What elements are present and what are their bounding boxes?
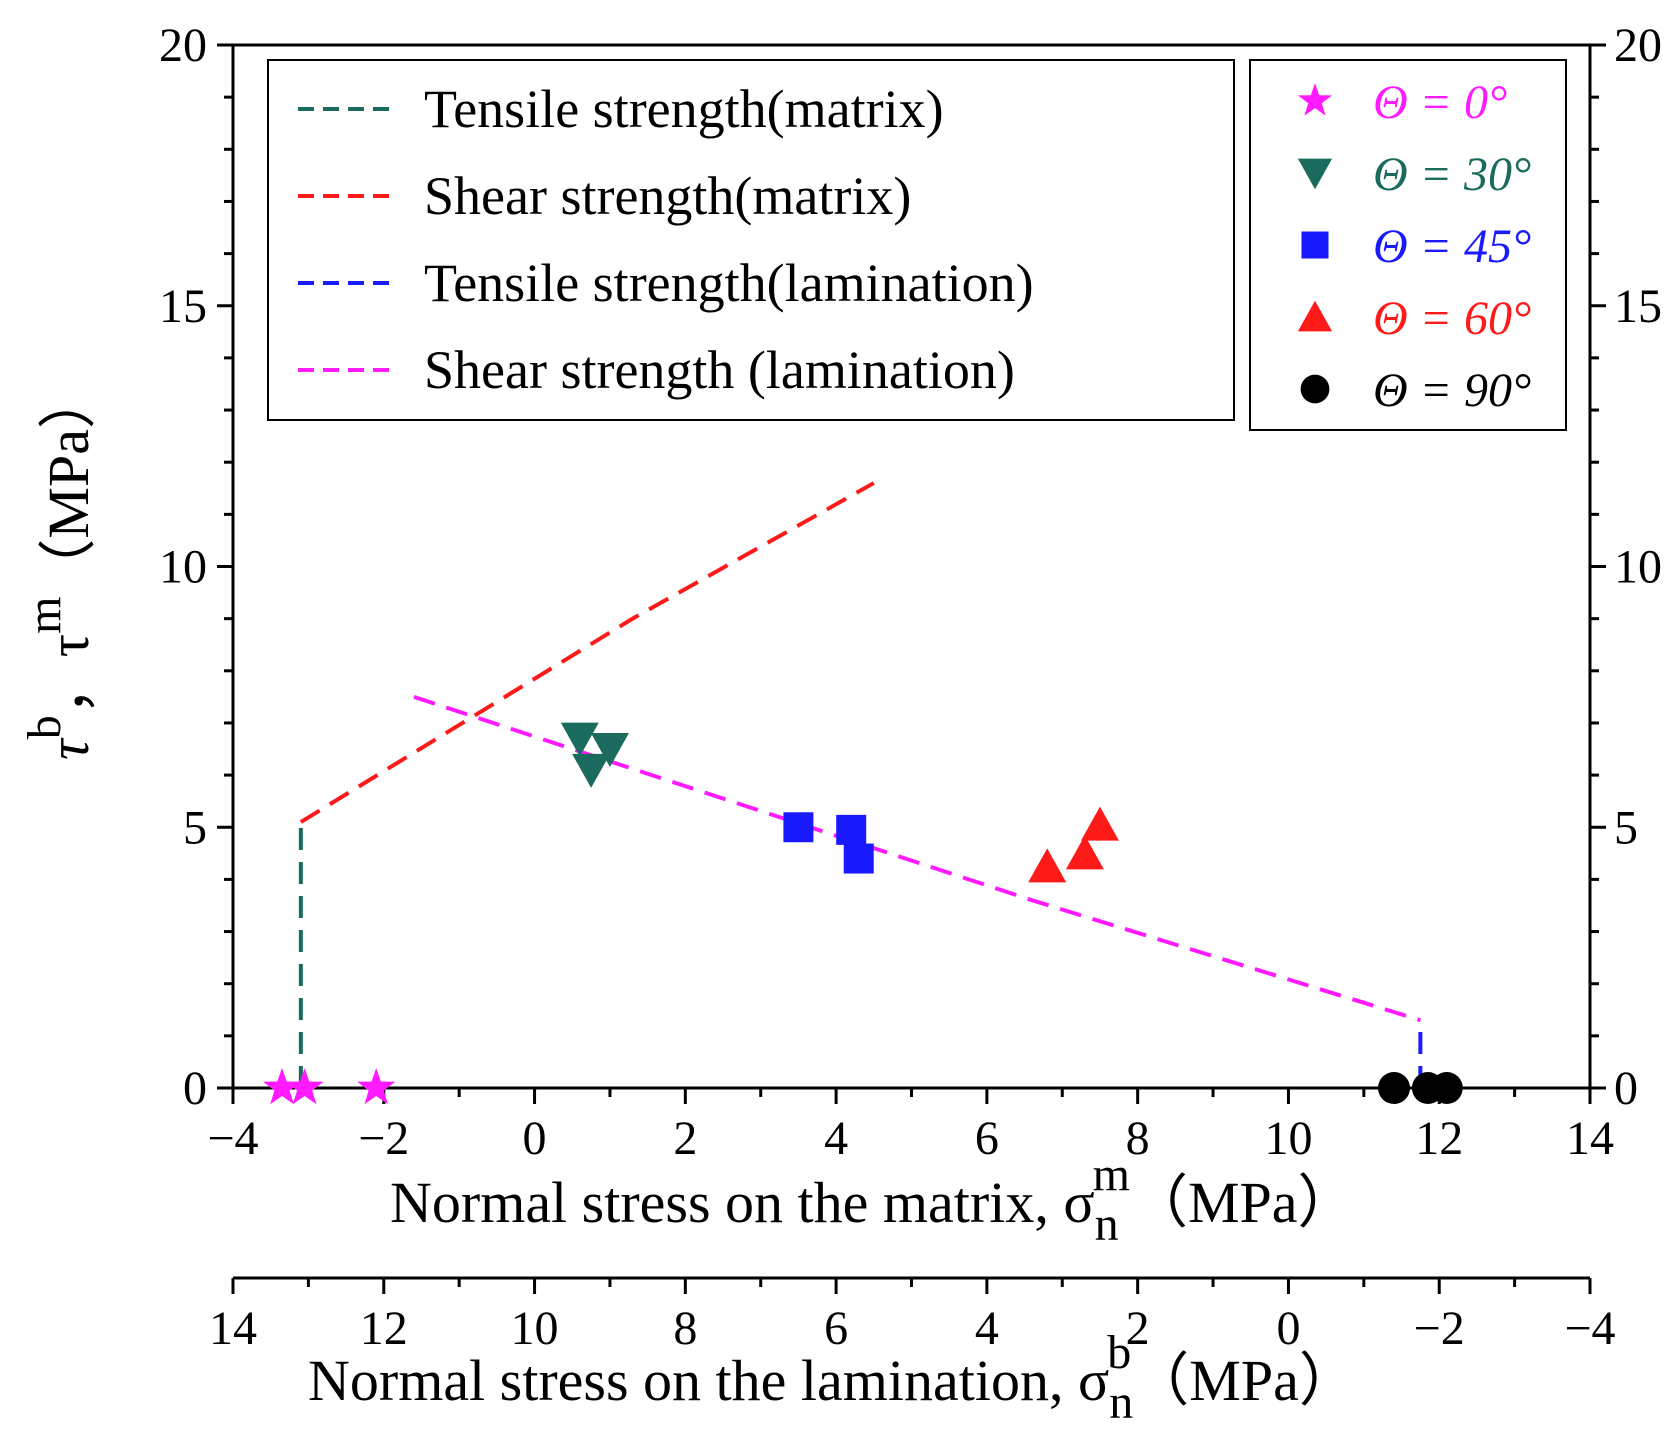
legend-marker-label: Θ = 45° xyxy=(1373,220,1531,273)
x-secondary-sub: n xyxy=(1109,1376,1133,1429)
legend-line-label: Shear strength (lamination) xyxy=(424,340,1015,400)
strength-line xyxy=(413,694,1421,1023)
x2-tick-label: 14 xyxy=(209,1302,257,1355)
data-markers xyxy=(263,722,1463,1105)
data-point-square xyxy=(843,843,874,874)
x-secondary-label: Normal stress on the lamination, xyxy=(308,1348,1078,1413)
x2-tick-label: 10 xyxy=(511,1302,559,1355)
x2-tick-label: 8 xyxy=(673,1302,697,1355)
data-point-star xyxy=(357,1068,396,1105)
x2-tick-label: 12 xyxy=(360,1302,408,1355)
data-point-square xyxy=(783,812,814,843)
x-tick-label: 12 xyxy=(1415,1112,1463,1165)
legend-line-label: Tensile strength(matrix) xyxy=(424,79,944,139)
x-tick-label: 6 xyxy=(975,1112,999,1165)
legend-marker-label: Θ = 90° xyxy=(1373,364,1531,417)
x2-tick-label: −4 xyxy=(1564,1302,1615,1355)
x2-tick-label: 0 xyxy=(1276,1302,1300,1355)
y-tau-m: ，τ xyxy=(36,634,101,715)
y-axis-title: τb，τm（MPa） xyxy=(18,371,101,760)
x-axis-sup: m xyxy=(1093,1148,1130,1201)
y-unit: （MPa） xyxy=(36,371,101,597)
y-tick-label: 10 xyxy=(159,541,207,594)
x-tick-label: −2 xyxy=(358,1112,409,1165)
x-axis-bottom: −4 −2 0 2 4 6 8 10 12 14 xyxy=(207,1088,1614,1165)
x2-tick-label: 4 xyxy=(975,1302,999,1355)
x-secondary-title: Normal stress on the lamination, σnb（MPa… xyxy=(308,1326,1357,1429)
y-tick-label: 10 xyxy=(1614,541,1662,594)
legend-markers: Θ = 0° Θ = 30° Θ = 45° Θ = 60° Θ = 90° xyxy=(1249,59,1567,431)
y-sup-b: b xyxy=(18,715,71,739)
data-point-triangle-down xyxy=(590,733,629,768)
y-tick-label: 15 xyxy=(1614,280,1662,333)
x-tick-label: 2 xyxy=(673,1112,697,1165)
y-sup-m: m xyxy=(18,597,71,634)
y-axis-left: 0 5 10 15 20 xyxy=(159,19,233,1115)
y-tick-label: 20 xyxy=(159,19,207,72)
fit-lines xyxy=(298,481,1423,1088)
x-axis-secondary: 14 12 10 8 6 4 2 0 −2 −4 xyxy=(209,1276,1616,1355)
x-tick-label: 0 xyxy=(523,1112,547,1165)
legend-line-label: Tensile strength(lamination) xyxy=(424,253,1034,313)
y-tick-label: 0 xyxy=(183,1062,207,1115)
data-point-triangle-down xyxy=(560,722,599,757)
y-tick-label: 15 xyxy=(159,280,207,333)
x-axis-sub: n xyxy=(1095,1198,1119,1251)
strength-line xyxy=(299,481,875,824)
legend-marker-label: Θ = 30° xyxy=(1373,148,1531,201)
x-axis-title: Normal stress on the matrix, σnm（MPa） xyxy=(390,1148,1356,1251)
y-tick-label: 5 xyxy=(1614,801,1638,854)
y-tick-label: 0 xyxy=(1614,1062,1638,1115)
x-tick-label: 8 xyxy=(1126,1112,1150,1165)
y-tau-b: τ xyxy=(36,737,101,760)
x2-tick-label: 2 xyxy=(1126,1302,1150,1355)
legend-marker-label: Θ = 0° xyxy=(1373,76,1507,129)
legend-marker-triangle-up xyxy=(1297,300,1333,332)
legend-marker-square xyxy=(1301,231,1329,259)
data-point-star xyxy=(285,1068,324,1105)
x-secondary-sup: b xyxy=(1107,1326,1131,1379)
x-tick-label: 14 xyxy=(1566,1112,1614,1165)
legend-lines-box xyxy=(267,59,1235,421)
legend-marker-triangle-down xyxy=(1297,158,1333,190)
data-point-triangle-up xyxy=(1080,806,1119,841)
data-point-triangle-up xyxy=(1065,835,1104,870)
y-axis-right: 0 5 10 15 20 xyxy=(1590,19,1662,1115)
x-axis-symbol: σ xyxy=(1063,1170,1094,1235)
x-secondary-unit: （MPa） xyxy=(1131,1348,1357,1413)
legend-line-label: Shear strength(matrix) xyxy=(424,166,911,226)
data-point-triangle-up xyxy=(1028,848,1067,883)
x-axis-label: Normal stress on the matrix, xyxy=(390,1170,1063,1235)
x2-tick-label: −2 xyxy=(1414,1302,1465,1355)
legend-marker-label: Θ = 60° xyxy=(1373,292,1531,345)
data-point-triangle-down xyxy=(572,753,611,788)
y-tick-label: 5 xyxy=(183,801,207,854)
y-tick-label: 20 xyxy=(1614,19,1662,72)
legend-marker-star xyxy=(1297,83,1333,116)
legend-marker-circle xyxy=(1300,374,1330,404)
x-axis-unit: （MPa） xyxy=(1130,1170,1356,1235)
data-point-star xyxy=(263,1068,301,1105)
legend-lines: Tensile strength(matrix) Shear strength(m… xyxy=(267,59,1235,421)
x-tick-label: 10 xyxy=(1264,1112,1312,1165)
x-tick-label: 4 xyxy=(824,1112,848,1165)
data-point-square xyxy=(836,814,867,845)
x-secondary-symbol: σ xyxy=(1078,1348,1109,1413)
data-point-circle xyxy=(1377,1072,1410,1104)
x2-tick-label: 6 xyxy=(824,1302,848,1355)
data-point-circle xyxy=(1430,1072,1463,1104)
x-tick-label: −4 xyxy=(207,1112,258,1165)
